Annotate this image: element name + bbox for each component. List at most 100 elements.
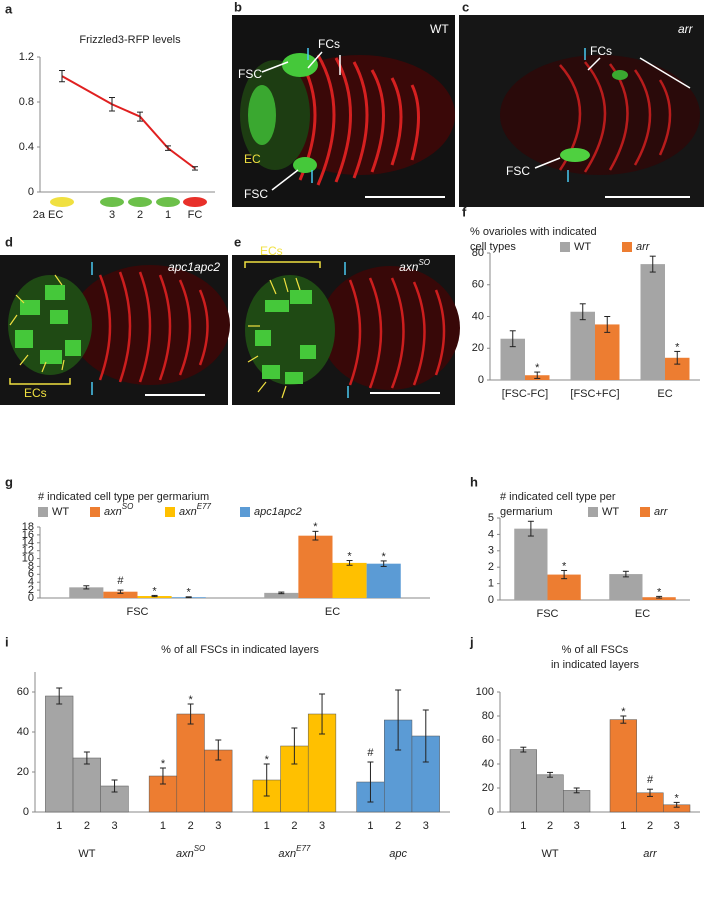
legend-label-sup: SO [122, 502, 134, 511]
y-tick-label: 100 [476, 686, 494, 698]
group-label-sup: E77 [296, 844, 311, 853]
bar [570, 311, 595, 380]
legend-swatch [90, 507, 100, 517]
bar [563, 790, 591, 813]
legend-label: WT [602, 506, 619, 518]
group-label-text: axn [278, 848, 296, 860]
y-tick-label: 0.4 [19, 141, 34, 153]
panel-letter: a [5, 1, 13, 16]
group-label: axnSO [176, 844, 205, 860]
legend-swatch [240, 507, 250, 517]
bar [514, 528, 548, 600]
line [61, 75, 196, 170]
stage-marker [100, 197, 124, 207]
chart-title: # indicated cell type per [500, 491, 616, 503]
bar [665, 357, 690, 380]
x-tick-label: EC [657, 388, 672, 400]
x-tick-label: 1 [165, 209, 171, 221]
y-tick-label: 4 [488, 528, 494, 540]
bar [103, 591, 138, 598]
chart-title: in indicated layers [551, 659, 640, 671]
x-tick-label: FSC [537, 608, 559, 620]
bar [298, 535, 333, 598]
group-label: apc [389, 848, 407, 860]
legend-label: arr [654, 506, 669, 518]
x-tick-label: [FSC+FC] [570, 388, 619, 400]
panel-letter: d [5, 234, 13, 249]
y-tick-label: 0.8 [19, 96, 34, 108]
x-tick-label: 1 [56, 820, 62, 832]
y-tick-label: 5 [488, 512, 494, 524]
chart-title: germarium [500, 506, 553, 518]
x-tick-label: 1 [160, 820, 166, 832]
bar [264, 592, 299, 598]
x-tick-label: 3 [574, 820, 580, 832]
x-tick-label: 3 [423, 820, 429, 832]
y-tick-label: 14 [22, 537, 34, 549]
bar [509, 749, 537, 813]
group-label-text: axn [176, 848, 194, 860]
legend-swatch [38, 507, 48, 517]
image-label: FCs [590, 44, 612, 58]
image-label: FSC [244, 187, 268, 201]
x-tick-label: 1 [367, 820, 373, 832]
legend-label: axnE77 [179, 502, 212, 518]
chart-title: % of all FSCs [562, 644, 629, 656]
x-tick-label: 3 [215, 820, 221, 832]
legend-label-text: apc1apc2 [254, 506, 302, 518]
significance-marker: * [313, 521, 318, 533]
bar [69, 587, 104, 598]
legend-label-text: axn [179, 506, 197, 518]
micrograph-e [232, 255, 460, 405]
y-tick-label: 40 [17, 726, 29, 738]
legend-label: axnSO [104, 502, 133, 518]
legend-label: arr [636, 241, 651, 253]
x-tick-label: 2 [547, 820, 553, 832]
y-tick-label: 8 [28, 560, 34, 572]
significance-marker: * [347, 550, 352, 562]
image-label: FCs [318, 37, 340, 51]
panel-letter: j [469, 634, 474, 649]
panel-letter: c [462, 0, 469, 14]
group-label: WT [78, 848, 95, 860]
y-tick-label: 0 [28, 186, 34, 198]
y-tick-label: 6 [28, 568, 34, 580]
y-tick-label: 18 [22, 521, 34, 533]
y-tick-label: 1.2 [19, 51, 34, 63]
legend-label-text: axn [104, 506, 122, 518]
legend-label-text: WT [574, 241, 591, 253]
y-tick-label: 0 [28, 592, 34, 604]
legend-label-sup: E77 [197, 502, 212, 511]
panel-letter: e [234, 234, 241, 249]
significance-marker: * [675, 341, 680, 353]
legend-swatch [640, 507, 650, 517]
y-tick-label: 10 [22, 552, 34, 564]
bar [642, 597, 676, 600]
chart-title: Frizzled3-RFP levels [79, 34, 181, 46]
bar [45, 695, 74, 813]
x-tick-label: 3 [319, 820, 325, 832]
y-tick-label: 20 [17, 766, 29, 778]
y-tick-label: 2 [488, 561, 494, 573]
bar [609, 574, 643, 600]
x-tick-label: 2 [647, 820, 653, 832]
bar [176, 713, 205, 813]
bar [536, 774, 564, 813]
y-tick-label: 3 [488, 545, 494, 557]
x-tick-label: 3 [109, 209, 115, 221]
bar [609, 719, 637, 813]
legend-swatch [588, 507, 598, 517]
legend-label-text: arr [654, 506, 669, 518]
y-tick-label: 20 [472, 342, 484, 354]
bar [366, 563, 401, 598]
y-tick-label: 60 [472, 279, 484, 291]
group-label: arr [643, 848, 658, 860]
legend-label-text: arr [636, 241, 651, 253]
chart-title: % of all FSCs in indicated layers [161, 644, 319, 656]
significance-marker: # [647, 774, 654, 786]
x-tick-label: [FSC-FC] [502, 388, 548, 400]
x-tick-label: 2 [84, 820, 90, 832]
image-label: EC [244, 152, 261, 166]
significance-marker: # [117, 575, 124, 587]
panel-letter: h [470, 474, 478, 489]
